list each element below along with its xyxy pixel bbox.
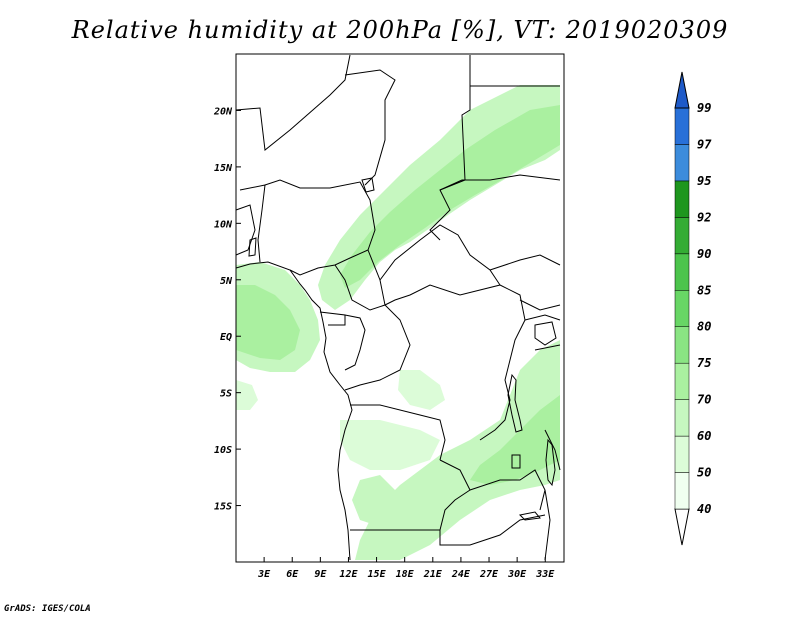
humidity-region-east-lakes xyxy=(355,340,560,560)
colorbar-level-label: 85 xyxy=(697,283,711,297)
colorbar-segment xyxy=(674,107,690,145)
border-uganda-kenya xyxy=(524,314,561,351)
border-gabon xyxy=(319,311,366,371)
colorbar-segment xyxy=(674,217,690,255)
lon-tick-label: 18E xyxy=(396,569,415,580)
lake-chad xyxy=(361,177,375,193)
lake-mweru xyxy=(511,454,521,469)
colorbar-level-label: 99 xyxy=(697,101,711,115)
lon-tick-label: 33E xyxy=(535,569,555,580)
lon-tick-label: 12E xyxy=(339,569,358,580)
humidity-region-gulf-inner xyxy=(236,285,300,360)
lat-tick-label: 10S xyxy=(214,445,232,456)
colorbar-level-label: 75 xyxy=(697,356,711,370)
lon-tick-label: 30E xyxy=(507,569,527,580)
chart-title: Relative humidity at 200hPa [%], VT: 201… xyxy=(71,16,729,44)
colorbar-segment xyxy=(674,180,690,218)
colorbar-level-label: 60 xyxy=(697,429,711,443)
lon-tick-label: 21E xyxy=(423,569,443,580)
humidity-region-west xyxy=(236,380,258,410)
humidity-region-south xyxy=(340,420,440,470)
colorbar-level-label: 90 xyxy=(697,247,711,261)
colorbar-segment xyxy=(674,144,690,182)
border-drc-congo xyxy=(344,304,411,391)
border-niger-algeria xyxy=(344,69,396,186)
humidity-region-east-inner xyxy=(470,395,560,485)
lon-tick-label: 27E xyxy=(479,569,499,580)
lat-tick-label: 5N xyxy=(220,276,233,287)
lake-kariba xyxy=(518,511,541,521)
lat-tick-label: EQ xyxy=(220,332,232,343)
lake-victoria xyxy=(534,321,557,346)
border-niger-south xyxy=(239,184,266,263)
border-angola-north xyxy=(350,404,446,461)
footer-credit: GrADS: IGES/COLA xyxy=(4,604,91,614)
lat-tick-label: 15N xyxy=(214,163,233,174)
lat-tick-label: 10N xyxy=(214,219,233,230)
map-frame xyxy=(235,53,565,563)
colorbar-level-label: 92 xyxy=(697,210,711,224)
colorbar-segment xyxy=(674,253,690,291)
lake-malawi xyxy=(545,438,556,487)
longitude-axis: 3E 6E 9E 12E 15E 18E 21E 24E 27E 30E 33E xyxy=(257,557,555,580)
colorbar-segment xyxy=(674,290,690,327)
humidity-region-sahel-inner xyxy=(340,105,560,288)
colorbar-over-triangle xyxy=(674,71,690,109)
latitude-axis: 20N 15N 10N 5N EQ 5S 10S 15S xyxy=(213,106,241,513)
lon-tick-label: 6E xyxy=(286,569,299,580)
humidity-region-southwest xyxy=(352,475,395,525)
colorbar-segment xyxy=(674,472,690,510)
lakes xyxy=(248,177,557,521)
colorbar-under-triangle xyxy=(674,508,690,546)
colorbar-segment xyxy=(674,435,690,473)
border-car xyxy=(379,224,501,306)
humidity-shading xyxy=(236,85,560,560)
colorbar-level-label: 50 xyxy=(697,466,711,480)
lake-volta xyxy=(248,237,257,257)
border-zambia xyxy=(469,469,546,511)
colorbar-level-label: 70 xyxy=(697,393,711,407)
country-borders xyxy=(235,54,561,561)
border-algeria-mali xyxy=(235,54,351,151)
lake-tanganyika xyxy=(507,373,523,433)
border-libya-chad xyxy=(429,55,471,241)
lat-tick-label: 15S xyxy=(214,502,232,513)
colorbar-level-label: 40 xyxy=(697,502,711,516)
colorbar-segment xyxy=(674,362,690,400)
border-nigeria xyxy=(264,179,376,276)
colorbar-segment xyxy=(674,326,690,364)
lon-tick-label: 15E xyxy=(368,569,387,580)
colorbar-level-label: 97 xyxy=(697,137,712,151)
border-sierra-west xyxy=(235,204,256,256)
border-mozambique xyxy=(544,429,561,561)
humidity-region-mideast xyxy=(398,370,445,410)
lon-tick-label: 24E xyxy=(451,569,471,580)
lat-tick-label: 5S xyxy=(220,389,232,400)
colorbar-level-label: 95 xyxy=(697,174,711,188)
colorbar-level-label: 80 xyxy=(697,320,711,334)
border-drc-east xyxy=(479,284,526,441)
border-sudan xyxy=(439,174,561,191)
lat-tick-label: 20N xyxy=(213,106,233,117)
border-south-sudan xyxy=(489,254,561,311)
lon-tick-label: 9E xyxy=(314,569,327,580)
lon-tick-label: 3E xyxy=(257,569,271,580)
colorbar-segment xyxy=(674,399,690,437)
colorbar: 40 50 60 70 75 80 85 90 92 95 97 99 xyxy=(674,71,712,546)
coastline-west xyxy=(235,261,353,561)
